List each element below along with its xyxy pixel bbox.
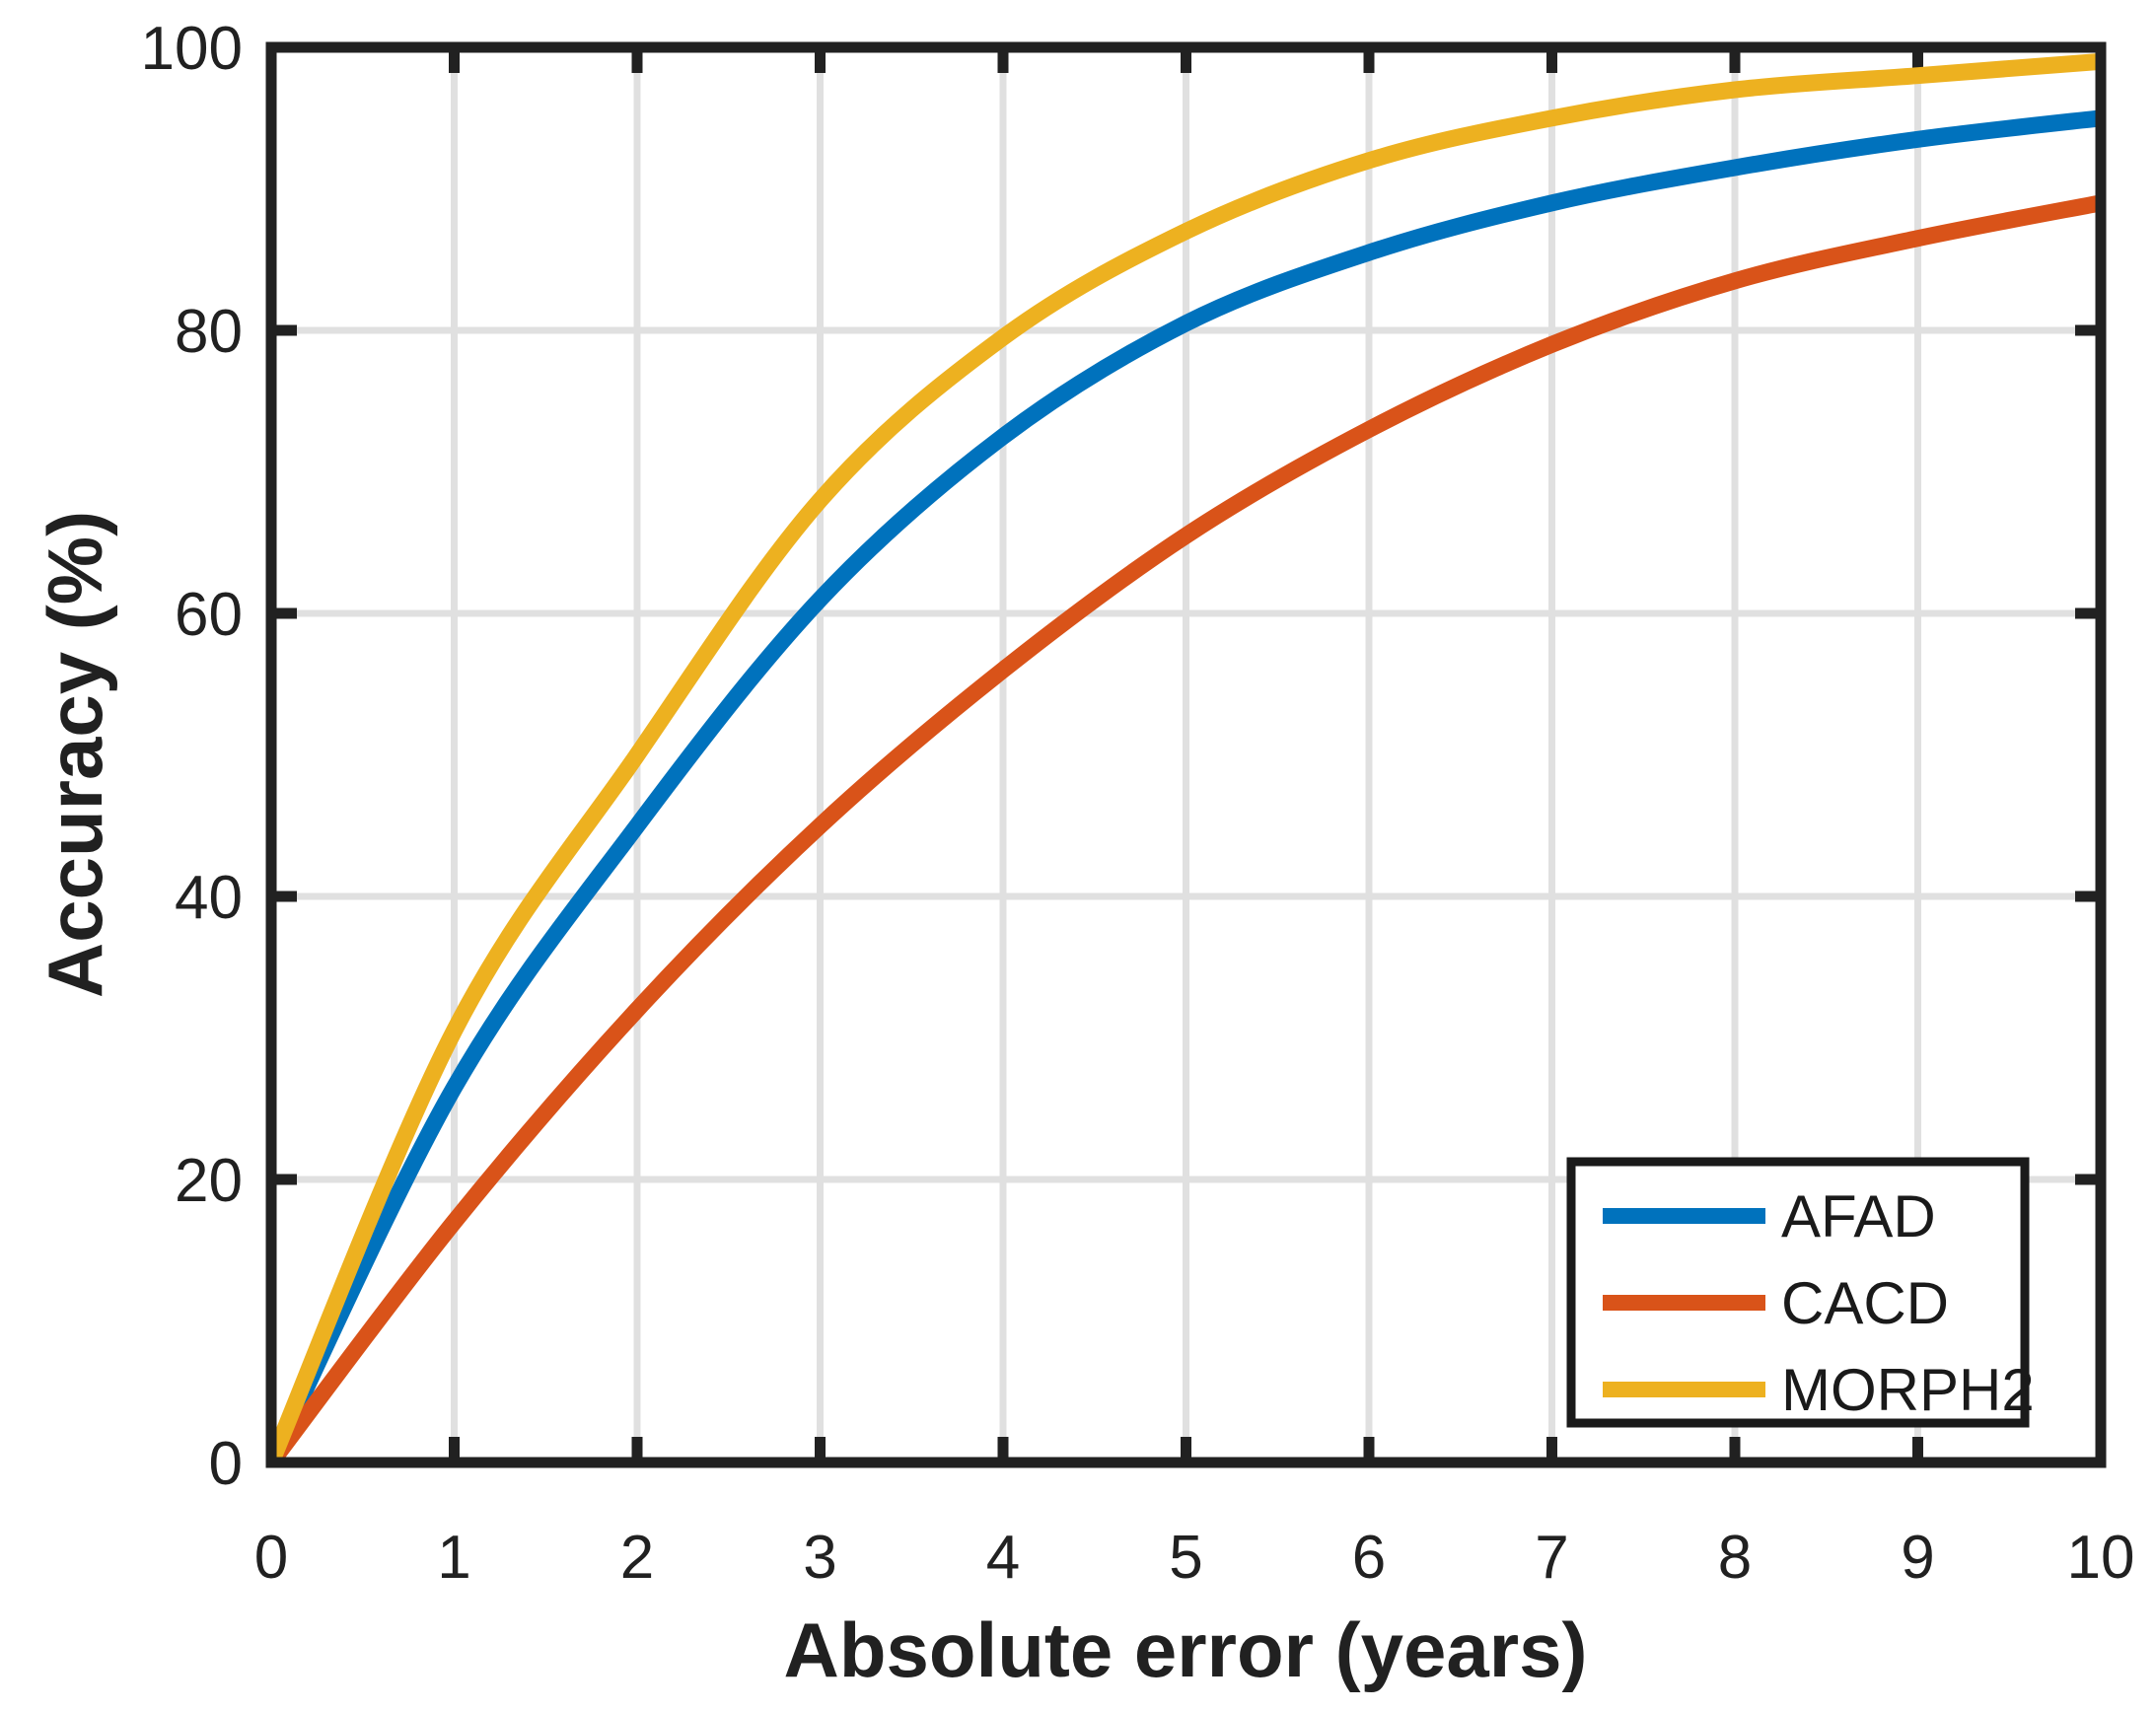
morph2-curve [271, 52, 2101, 1462]
x-axis-label: Absolute error (years) [784, 1606, 1588, 1693]
x-tick-labels: 0 1 2 3 4 5 6 7 8 9 10 [254, 1524, 2135, 1592]
y-tick-label: 100 [141, 15, 243, 83]
x-tick-label: 4 [986, 1524, 1020, 1592]
x-tick-label: 6 [1352, 1524, 1386, 1592]
afad-curve [271, 109, 2101, 1462]
legend-item: AFAD [1603, 1183, 1936, 1249]
y-tick-label: 60 [175, 581, 243, 649]
x-tick-label: 10 [2067, 1524, 2135, 1592]
legend-item: CACD [1603, 1270, 1949, 1336]
x-tick-label: 1 [437, 1524, 470, 1592]
y-tick-label: 20 [175, 1147, 243, 1215]
y-tick-label: 0 [209, 1430, 243, 1498]
x-tick-label: 7 [1535, 1524, 1568, 1592]
x-tick-label: 0 [254, 1524, 288, 1592]
plot-border [265, 41, 2107, 1468]
y-tick-labels: 0 20 40 60 80 100 [141, 15, 243, 1498]
y-axis-label: Accuracy (%) [32, 511, 118, 998]
legend-label: MORPH2 [1781, 1357, 2035, 1423]
x-tick-label: 5 [1169, 1524, 1202, 1592]
y-tick-label: 40 [175, 864, 243, 932]
legend-label: AFAD [1781, 1183, 1936, 1249]
cacd-curve [271, 194, 2101, 1462]
x-tick-label: 3 [803, 1524, 836, 1592]
x-tick-label: 9 [1901, 1524, 1934, 1592]
data-curves [271, 52, 2101, 1462]
y-tick-label: 80 [175, 298, 243, 366]
legend-border [1566, 1157, 2030, 1428]
x-tick-label: 2 [620, 1524, 654, 1592]
legend-label: CACD [1781, 1270, 1949, 1336]
x-tick-label: 8 [1718, 1524, 1752, 1592]
legend-item: MORPH2 [1603, 1357, 2035, 1423]
legend: AFAD CACD MORPH2 [1566, 1157, 2035, 1428]
